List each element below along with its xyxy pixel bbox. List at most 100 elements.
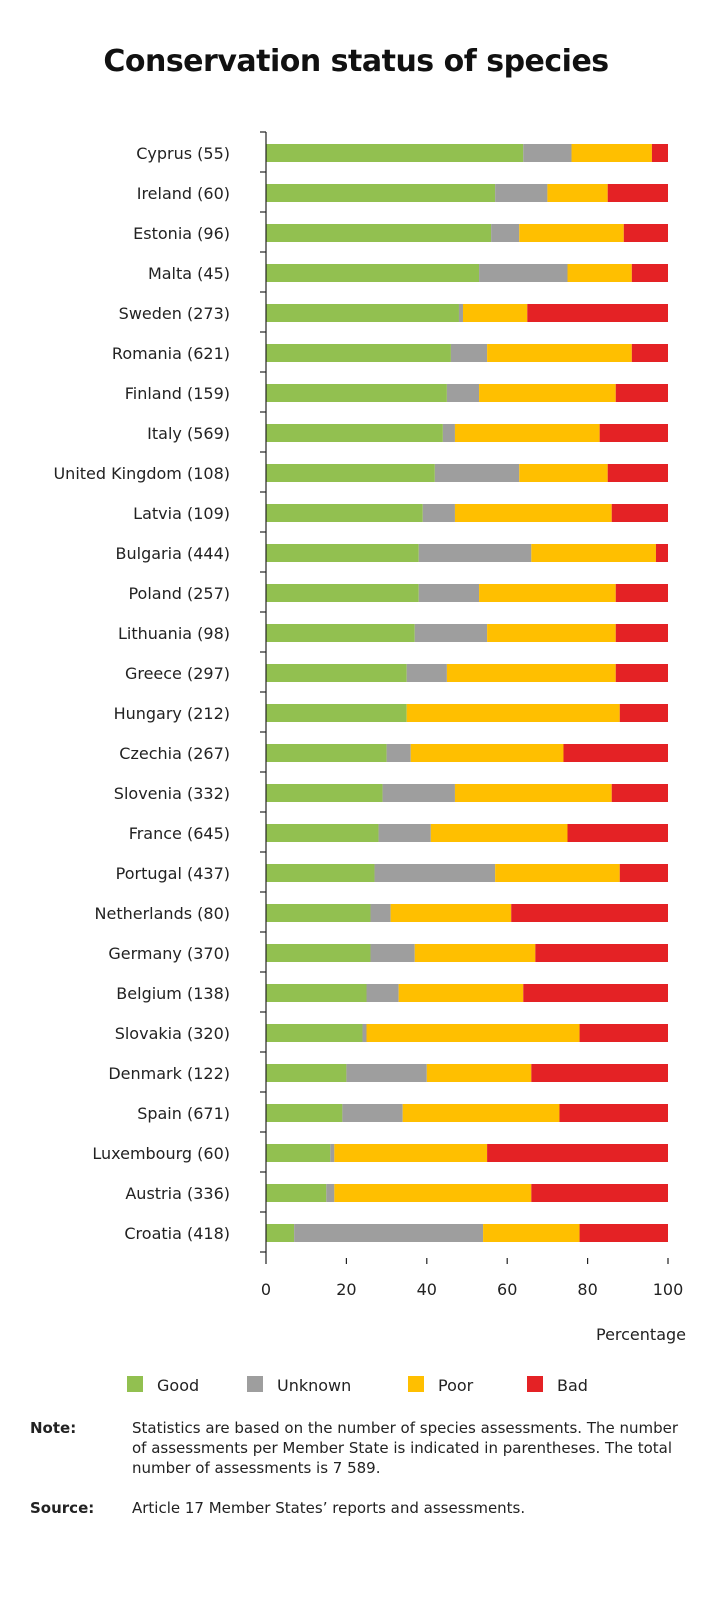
bar-romania-good <box>266 344 451 362</box>
x-tick-label: 100 <box>653 1280 684 1299</box>
category-label: Luxembourg (60) <box>92 1144 230 1163</box>
category-label: Estonia (96) <box>133 224 230 243</box>
category-label: Slovenia (332) <box>114 784 230 803</box>
category-label: Portugal (437) <box>116 864 230 883</box>
bar-croatia-good <box>266 1224 295 1242</box>
bar-greece-poor <box>446 664 616 682</box>
bar-ireland-poor <box>547 184 608 202</box>
bar-lithuania-good <box>266 624 415 642</box>
bar-romania-poor <box>487 344 632 362</box>
bar-romania-bad <box>631 344 668 362</box>
bar-finland-poor <box>479 384 616 402</box>
bar-hungary-good <box>266 704 407 722</box>
source-label: Source: <box>30 1499 95 1517</box>
category-label: Austria (336) <box>125 1184 230 1203</box>
legend-label-bad: Bad <box>557 1376 588 1395</box>
bar-bulgaria-unknown <box>418 544 532 562</box>
category-label: France (645) <box>129 824 230 843</box>
bar-austria-good <box>266 1184 327 1202</box>
category-label: Greece (297) <box>125 664 230 683</box>
bar-luxembourg-good <box>266 1144 331 1162</box>
bar-italy-poor <box>454 424 600 442</box>
bar-spain-good <box>266 1104 343 1122</box>
bar-finland-unknown <box>446 384 480 402</box>
bar-netherlands-unknown <box>370 904 391 922</box>
x-axis: 0 20 40 60 80 100 Percentage <box>261 1258 686 1344</box>
category-label: Malta (45) <box>148 264 230 283</box>
bar-poland-good <box>266 584 419 602</box>
bar-hungary-poor <box>406 704 620 722</box>
category-label: Poland (257) <box>128 584 230 603</box>
bar-germany-bad <box>535 944 668 962</box>
bar-portugal-unknown <box>374 864 496 882</box>
note-text: Statistics are based on the number of sp… <box>132 1419 679 1477</box>
bars-group <box>266 144 668 1242</box>
bar-portugal-good <box>266 864 375 882</box>
bar-italy-unknown <box>442 424 455 442</box>
bar-spain-bad <box>559 1104 668 1122</box>
x-tick-label: 80 <box>577 1280 597 1299</box>
bar-united-kingdom-good <box>266 464 435 482</box>
category-label: Sweden (273) <box>119 304 230 323</box>
bar-belgium-bad <box>523 984 668 1002</box>
bar-italy-bad <box>599 424 668 442</box>
bar-finland-bad <box>615 384 668 402</box>
bar-united-kingdom-unknown <box>434 464 520 482</box>
chart-title: Conservation status of species <box>103 44 609 79</box>
category-label: Germany (370) <box>108 944 230 963</box>
bar-portugal-poor <box>495 864 620 882</box>
bar-chart: Cyprus (55) Ireland (60) Estonia (96) Malta… <box>53 131 686 1395</box>
bar-lithuania-poor <box>487 624 616 642</box>
category-label: Italy (569) <box>147 424 230 443</box>
category-label: Lithuania (98) <box>118 624 230 643</box>
bar-denmark-bad <box>531 1064 668 1082</box>
bar-croatia-bad <box>579 1224 668 1242</box>
bar-denmark-unknown <box>346 1064 427 1082</box>
category-label: Denmark (122) <box>108 1064 230 1083</box>
bar-belgium-poor <box>398 984 524 1002</box>
bar-portugal-bad <box>619 864 668 882</box>
bar-ireland-unknown <box>495 184 548 202</box>
bar-greece-unknown <box>406 664 447 682</box>
category-label: Hungary (212) <box>114 704 230 723</box>
bar-austria-poor <box>334 1184 532 1202</box>
bar-france-bad <box>567 824 668 842</box>
bar-croatia-poor <box>483 1224 580 1242</box>
x-tick-label: 20 <box>336 1280 356 1299</box>
bar-malta-poor <box>567 264 632 282</box>
bar-croatia-unknown <box>294 1224 484 1242</box>
bar-sweden-good <box>266 304 459 322</box>
category-label: Belgium (138) <box>116 984 230 1003</box>
bar-czechia-poor <box>410 744 564 762</box>
bar-italy-good <box>266 424 443 442</box>
bar-netherlands-bad <box>511 904 668 922</box>
bar-denmark-poor <box>426 1064 532 1082</box>
bar-slovenia-poor <box>454 784 612 802</box>
bar-sweden-unknown <box>458 304 463 322</box>
category-label: Slovakia (320) <box>115 1024 230 1043</box>
category-label: Latvia (109) <box>133 504 230 523</box>
legend-label-poor: Poor <box>438 1376 474 1395</box>
bar-denmark-good <box>266 1064 347 1082</box>
bar-estonia-unknown <box>491 224 520 242</box>
bar-cyprus-poor <box>571 144 652 162</box>
legend: Good Unknown Poor Bad <box>127 1376 588 1395</box>
category-label: Netherlands (80) <box>95 904 230 923</box>
bar-sweden-poor <box>462 304 528 322</box>
legend-swatch-good <box>127 1376 143 1392</box>
bar-lithuania-unknown <box>414 624 488 642</box>
bar-france-unknown <box>378 824 431 842</box>
bar-slovakia-bad <box>579 1024 668 1042</box>
bar-austria-unknown <box>326 1184 335 1202</box>
x-tick-label: 60 <box>497 1280 517 1299</box>
legend-swatch-bad <box>527 1376 543 1392</box>
bar-czechia-bad <box>563 744 668 762</box>
bar-slovakia-good <box>266 1024 363 1042</box>
bar-lithuania-bad <box>615 624 668 642</box>
category-label: Romania (621) <box>112 344 230 363</box>
bar-slovenia-unknown <box>382 784 455 802</box>
category-label: Czechia (267) <box>119 744 230 763</box>
bar-germany-poor <box>414 944 536 962</box>
bar-greece-bad <box>615 664 668 682</box>
x-axis-label: Percentage <box>596 1325 686 1344</box>
